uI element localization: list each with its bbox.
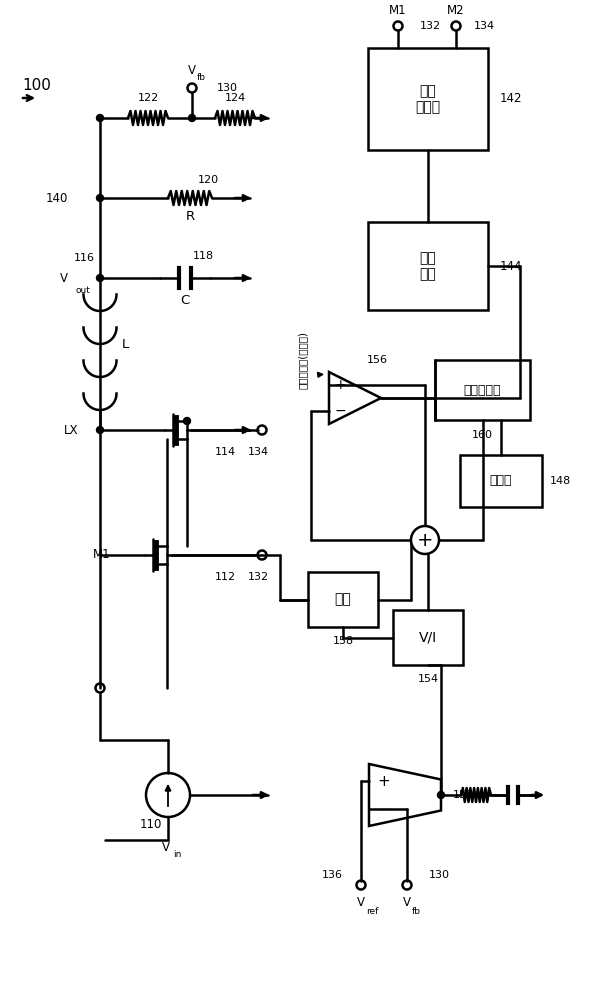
Text: M1: M1 bbox=[93, 548, 110, 562]
Text: 154: 154 bbox=[418, 674, 438, 684]
Text: ref: ref bbox=[366, 906, 378, 916]
Text: V: V bbox=[357, 896, 365, 910]
Text: 152: 152 bbox=[453, 790, 474, 800]
Text: 158: 158 bbox=[332, 636, 353, 646]
Text: +: + bbox=[417, 530, 433, 550]
Text: 156: 156 bbox=[367, 355, 388, 365]
Text: 振荡器: 振荡器 bbox=[490, 475, 512, 488]
Text: L: L bbox=[122, 338, 129, 351]
Text: fb: fb bbox=[412, 906, 421, 916]
Text: V/I: V/I bbox=[419, 631, 437, 645]
Bar bbox=[435, 360, 530, 420]
Circle shape bbox=[146, 773, 190, 817]
Circle shape bbox=[188, 114, 195, 121]
Circle shape bbox=[97, 426, 103, 434]
Text: R: R bbox=[185, 210, 195, 223]
Text: V: V bbox=[188, 64, 196, 77]
Text: −: − bbox=[378, 802, 391, 816]
Bar bbox=[368, 222, 488, 310]
Text: V: V bbox=[403, 896, 411, 910]
Circle shape bbox=[97, 274, 103, 282]
Text: M1: M1 bbox=[389, 3, 407, 16]
Circle shape bbox=[97, 194, 103, 202]
Text: 124: 124 bbox=[224, 93, 245, 103]
Bar bbox=[393, 610, 463, 665]
Circle shape bbox=[411, 526, 439, 554]
Text: 控制
逻辑: 控制 逻辑 bbox=[419, 251, 437, 281]
Text: 取样: 取样 bbox=[335, 592, 352, 606]
Text: 118: 118 bbox=[193, 251, 214, 261]
Text: V: V bbox=[162, 841, 170, 854]
Text: 148: 148 bbox=[550, 476, 571, 486]
Text: 130: 130 bbox=[429, 870, 450, 880]
Bar bbox=[460, 455, 542, 507]
Text: −: − bbox=[334, 404, 346, 418]
Text: in: in bbox=[173, 850, 181, 859]
Text: +: + bbox=[334, 378, 346, 392]
Text: V: V bbox=[60, 271, 68, 284]
Text: 136: 136 bbox=[322, 870, 343, 880]
Text: 122: 122 bbox=[137, 93, 159, 103]
Text: 134: 134 bbox=[247, 447, 268, 457]
Text: fb: fb bbox=[197, 74, 206, 83]
Text: 112: 112 bbox=[215, 572, 236, 582]
Circle shape bbox=[183, 418, 191, 424]
Text: 114: 114 bbox=[215, 447, 236, 457]
Text: 100: 100 bbox=[22, 78, 51, 93]
Circle shape bbox=[97, 114, 103, 121]
Text: +: + bbox=[378, 774, 391, 788]
Text: 栅极
驱动器: 栅极 驱动器 bbox=[415, 84, 441, 114]
Text: 160: 160 bbox=[472, 430, 493, 440]
Text: 斜率补偿器: 斜率补偿器 bbox=[464, 383, 502, 396]
Text: 110: 110 bbox=[140, 818, 162, 832]
Text: 120: 120 bbox=[198, 175, 219, 185]
Text: 电流比较器(电流域): 电流比较器(电流域) bbox=[298, 331, 308, 389]
Circle shape bbox=[438, 792, 444, 798]
Text: LX: LX bbox=[64, 424, 78, 436]
Text: 134: 134 bbox=[474, 21, 495, 31]
Text: M2: M2 bbox=[447, 3, 465, 16]
Text: out: out bbox=[75, 286, 90, 295]
Text: 132: 132 bbox=[420, 21, 441, 31]
Text: 132: 132 bbox=[247, 572, 268, 582]
Bar bbox=[308, 572, 378, 627]
Text: 144: 144 bbox=[500, 259, 523, 272]
Text: C: C bbox=[181, 294, 189, 306]
Text: 116: 116 bbox=[74, 253, 95, 263]
Text: 130: 130 bbox=[217, 83, 238, 93]
Bar bbox=[368, 48, 488, 150]
Text: 140: 140 bbox=[45, 192, 68, 205]
Text: 142: 142 bbox=[500, 93, 523, 105]
